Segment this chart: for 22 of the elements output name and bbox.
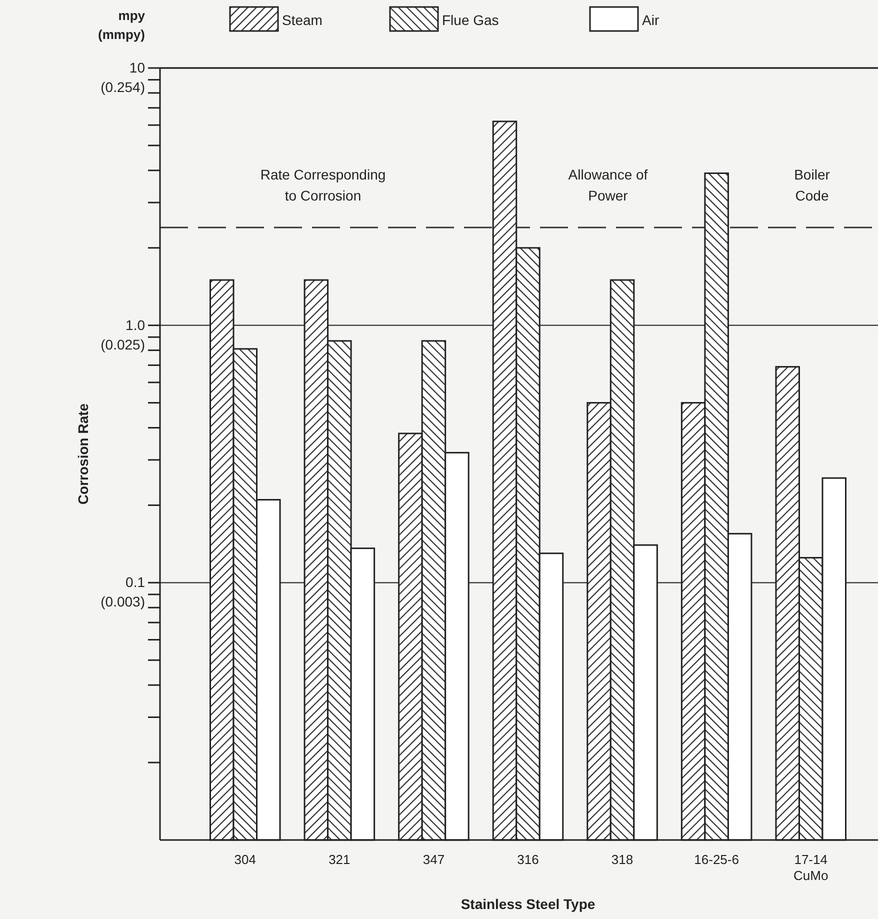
text: (0.025) (100, 336, 145, 352)
text: (0.254) (100, 79, 145, 95)
legend-label: Flue Gas (442, 12, 499, 28)
x-axis-title: Stainless Steel Type (460, 896, 596, 912)
legend-label: Steam (282, 12, 322, 28)
y-axis-title: Corrosion Rate (75, 403, 91, 505)
annotation: Rate Corresponding to Corrosion (260, 166, 386, 204)
x-tick-label: 16-25-6 (694, 852, 739, 867)
y-tick-label: 1.0 (126, 316, 146, 333)
annotation: Boiler Code (794, 166, 830, 204)
x-tick-label: 304 (234, 852, 256, 867)
x-tick-label: 318 (611, 852, 634, 867)
x-tick-label: 321 (328, 852, 350, 867)
x-tick-label: 17-14 CuMo (794, 852, 828, 883)
y-tick-label: 0.1 (126, 574, 146, 590)
legend-label: Air (642, 12, 660, 28)
y-tick-label: 10 (129, 59, 146, 76)
x-tick-label: 347 (422, 852, 445, 867)
text: (0.003) (100, 594, 145, 610)
text: mpy (mmpy) (98, 8, 146, 42)
x-tick-label: 316 (517, 852, 539, 867)
annotation: Allowance of Power (568, 166, 648, 204)
